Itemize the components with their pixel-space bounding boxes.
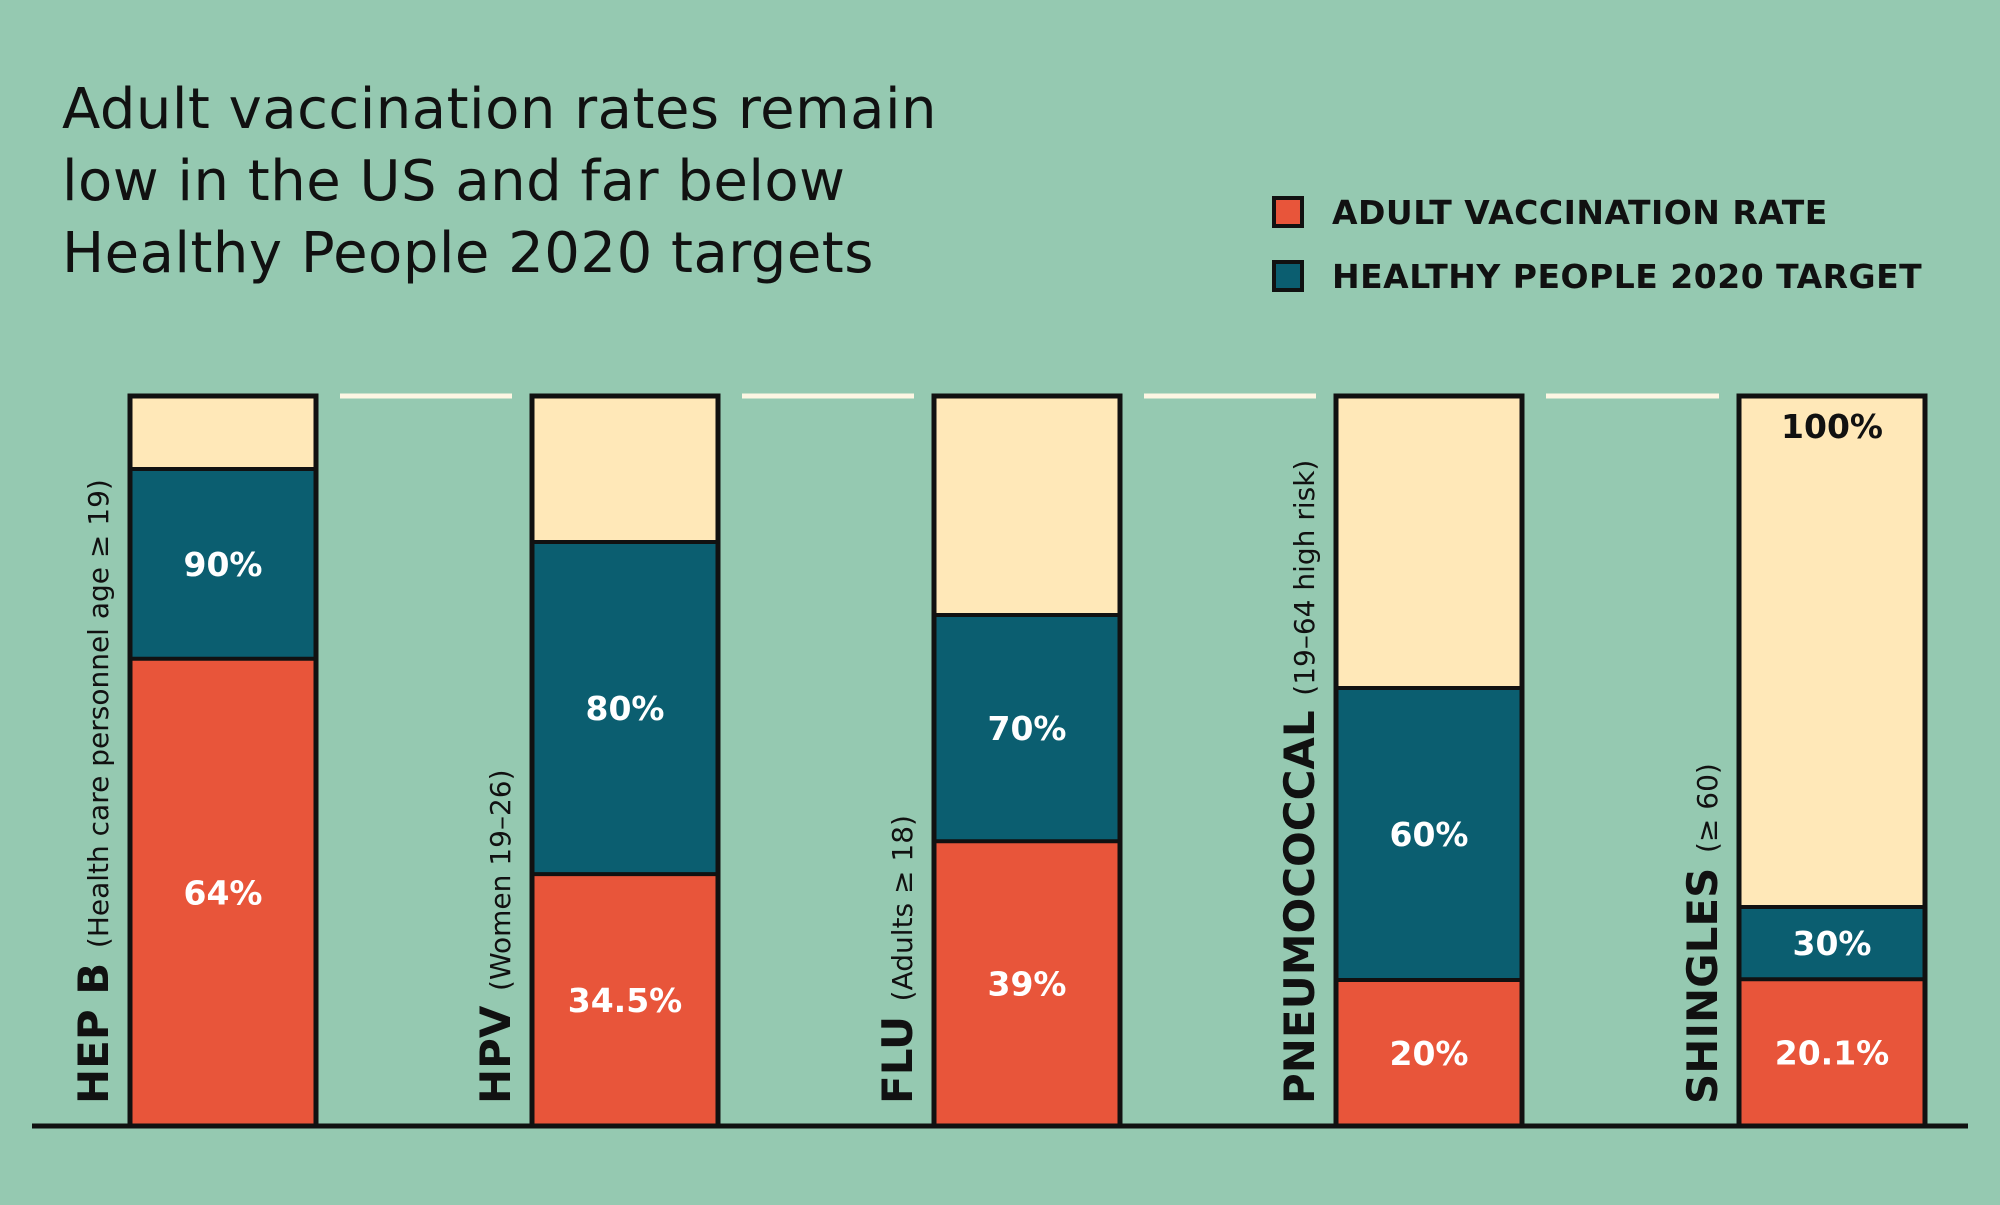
legend-label-rate: ADULT VACCINATION RATE (1332, 192, 1828, 232)
title-line-3: Healthy People 2020 targets (62, 221, 874, 286)
category-label: PNEUMOCOCCAL (19–64 high risk) (1275, 460, 1324, 1104)
bar-label-rate: 20.1% (1775, 1034, 1890, 1073)
bar-rate-segment (934, 841, 1120, 1126)
category-label: HPV (Women 19–26) (471, 770, 520, 1105)
bar-label-target: 80% (586, 689, 665, 728)
legend-item-target: HEALTHY PEOPLE 2020 TARGET (1272, 244, 1922, 308)
category-qualifier: (≥ 60) (1691, 763, 1724, 853)
category-name: FLU (873, 1001, 922, 1104)
category-qualifier: (Women 19–26) (484, 770, 517, 991)
bar-rate-segment (532, 874, 718, 1126)
bar-label-rate: 39% (988, 965, 1067, 1004)
legend-item-rate: ADULT VACCINATION RATE (1272, 180, 1922, 244)
bar-label-rate: 64% (184, 873, 263, 912)
bar-label-rate: 34.5% (568, 981, 683, 1020)
bar-rate-segment (1739, 979, 1925, 1126)
category-name: HEP B (69, 948, 118, 1104)
category-qualifier: (19–64 high risk) (1288, 460, 1321, 696)
category-label: FLU (Adults ≥ 18) (873, 815, 922, 1104)
category-label: SHINGLES (≥ 60) (1678, 763, 1727, 1104)
legend: ADULT VACCINATION RATE HEALTHY PEOPLE 20… (1272, 180, 1922, 308)
category-name: HPV (471, 991, 520, 1104)
title-line-2: low in the US and far below (62, 149, 846, 214)
bar-rate-segment (1336, 980, 1522, 1126)
category-name: SHINGLES (1678, 853, 1727, 1104)
bar-rate-segment (130, 658, 316, 1126)
category-qualifier: (Adults ≥ 18) (886, 815, 919, 1001)
chart-title: Adult vaccination rates remain low in th… (62, 74, 962, 290)
legend-swatch-rate (1272, 196, 1304, 228)
bar-label-target: 30% (1793, 924, 1872, 963)
bar-label-target: 60% (1390, 815, 1469, 854)
category-name: PNEUMOCOCCAL (1275, 696, 1324, 1104)
bar-label-target: 70% (988, 709, 1067, 748)
legend-swatch-target (1272, 260, 1304, 292)
bar-label-target: 90% (184, 545, 263, 584)
bar-label-100: 100% (1781, 407, 1883, 446)
category-label: HEP B (Health care personnel age ≥ 19) (69, 479, 118, 1104)
category-qualifier: (Health care personnel age ≥ 19) (82, 479, 115, 948)
bar-label-rate: 20% (1390, 1034, 1469, 1073)
legend-label-target: HEALTHY PEOPLE 2020 TARGET (1332, 256, 1923, 296)
title-line-1: Adult vaccination rates remain (62, 77, 938, 142)
